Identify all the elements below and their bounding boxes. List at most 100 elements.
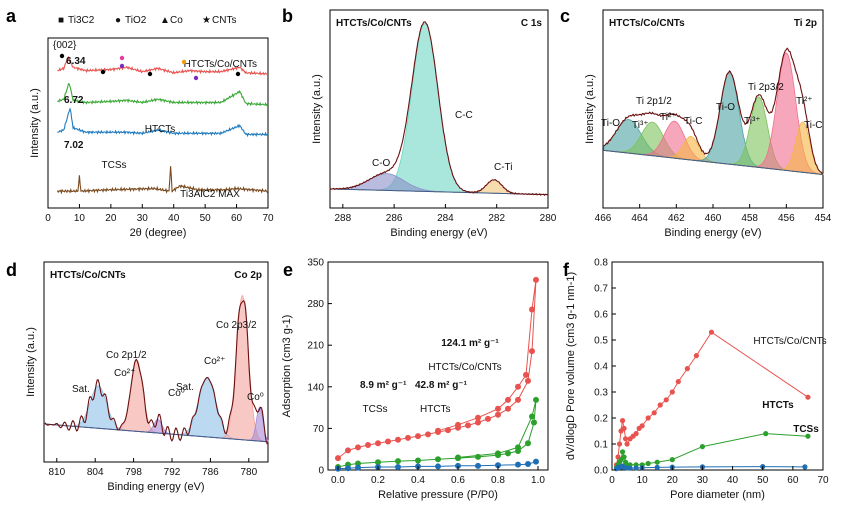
peak-label: Ti²⁺ <box>660 112 677 123</box>
y-tick-label-f: 0.7 <box>594 284 608 295</box>
isotherm-point <box>533 276 539 283</box>
x-tick-label-c: 460 <box>705 213 722 224</box>
peak-label: Ti 2p3/2 <box>748 82 784 93</box>
y-tick-label-f: 0.2 <box>594 414 608 425</box>
plot-frame-f <box>611 261 824 471</box>
pore-point <box>627 465 633 471</box>
isotherm-point <box>415 457 421 464</box>
pore-point <box>693 353 700 359</box>
x-tick-label-c: 466 <box>595 213 612 224</box>
isotherm-point <box>375 440 381 447</box>
isotherm-point <box>415 433 421 440</box>
pore-point <box>654 464 660 470</box>
x-tick-label-a: 60 <box>231 213 243 224</box>
x-axis-label-a: 2θ (degree) <box>130 227 187 239</box>
isotherm-point <box>495 450 501 457</box>
x-tick-label-f: 50 <box>757 475 769 486</box>
panel-letter-d: d <box>6 260 17 280</box>
x-tick-label-e: 0.6 <box>451 475 465 486</box>
baseline-d <box>44 423 269 443</box>
pore-point <box>645 460 651 467</box>
isotherm-point <box>455 454 461 461</box>
pore-point <box>654 459 660 465</box>
legend-marker: ■ <box>58 15 64 26</box>
baseline-b <box>329 188 548 196</box>
peak-label: C-Ti <box>494 162 513 173</box>
annotation: 6.34 <box>66 56 86 67</box>
x-axis-label-f: Pore diameter (nm) <box>670 489 765 501</box>
y-tick-label-f: 0.3 <box>594 388 608 399</box>
y-tick-label-f: 0.0 <box>594 466 608 477</box>
x-tick-label-f: 20 <box>667 475 679 486</box>
series-label: TCSs <box>102 160 127 171</box>
envelope-b <box>329 21 549 197</box>
pore-point <box>699 444 706 450</box>
x-tick-label-b: 284 <box>437 213 454 224</box>
pore-point <box>639 423 645 429</box>
peak-label: Ti 2p1/2 <box>636 96 672 107</box>
x-tick-label-d: 804 <box>87 467 104 478</box>
peak-label: C-C <box>455 110 473 121</box>
isotherm-point <box>345 465 351 472</box>
panel-letter-b: b <box>282 6 293 26</box>
pore-point <box>624 441 630 447</box>
x-tick-label-a: 20 <box>105 213 117 224</box>
panel-title: HTCTs/Co/CNTs <box>336 18 412 29</box>
x-tick-label-c: 462 <box>668 213 685 224</box>
annotation: 7.02 <box>64 140 84 151</box>
y-tick-label-e: 70 <box>313 424 325 435</box>
pore-point <box>621 454 627 460</box>
x-tick-label-b: 282 <box>488 213 505 224</box>
isotherm-point <box>495 462 501 469</box>
peak-label: Ti-O <box>716 102 735 113</box>
panel-letter-c: c <box>560 6 570 26</box>
y-axis-label-d: Intensity (a.u.) <box>25 327 37 397</box>
plot-frame-b <box>329 9 549 209</box>
y-tick-label-e: 0 <box>318 466 324 477</box>
peak-label: Ti²⁺ <box>796 96 813 107</box>
isotherm-point <box>355 460 361 467</box>
isotherm-point <box>505 450 511 457</box>
xrd-series-line <box>57 55 269 76</box>
panel-subtitle: Ti 2p <box>794 18 817 29</box>
x-tick-label-c: 456 <box>778 213 795 224</box>
peak-label: Co²⁺ <box>114 368 135 379</box>
series-label: HTCTs <box>420 404 451 415</box>
y-axis-label-f: dV/dlogD Pore volume (cm3 g-1 nm-1) <box>565 272 577 460</box>
y-axis-label-e: Adsorption (cm3 g-1) <box>281 315 293 418</box>
x-tick-label-a: 40 <box>168 213 180 224</box>
peak-marker <box>119 63 125 69</box>
legend-marker: ▲ <box>160 15 170 26</box>
y-tick-label-e: 140 <box>307 382 324 393</box>
envelope-d <box>44 300 269 445</box>
isotherm-point <box>445 427 451 434</box>
isotherm-point <box>425 431 431 438</box>
x-tick-label-a: 0 <box>45 213 51 224</box>
x-tick-label-d: 786 <box>202 467 219 478</box>
y-axis-label-b: Intensity (a.u.) <box>311 74 323 144</box>
x-tick-label-e: 0.8 <box>491 475 505 486</box>
isotherm-point <box>505 405 511 412</box>
isotherm-point <box>525 461 531 468</box>
series-label: HTCTs <box>145 124 176 135</box>
annotation: {002} <box>53 40 77 51</box>
panel-title: HTCTs/Co/CNTs <box>50 270 126 281</box>
x-tick-label-c: 454 <box>815 213 832 224</box>
series-label: Ti3AlC2 MAX <box>180 189 240 200</box>
x-tick-label-d: 792 <box>164 467 181 478</box>
x-tick-label-e: 0.2 <box>371 475 385 486</box>
panel-title: HTCTs/Co/CNTs <box>609 18 685 29</box>
x-tick-label-e: 1.0 <box>531 475 545 486</box>
x-tick-label-e: 0.0 <box>331 475 345 486</box>
isotherm-point <box>435 427 441 434</box>
pore-point <box>663 397 669 403</box>
x-tick-label-a: 50 <box>200 213 212 224</box>
peak-marker <box>235 71 241 77</box>
series-label: HTCTs/Co/CNTs <box>184 59 257 70</box>
series-label: TCSs <box>363 404 388 415</box>
x-axis-label-d: Binding energy (eV) <box>107 481 204 493</box>
peak-label: Co 2p3/2 <box>216 320 257 331</box>
legend-label: CNTs <box>212 15 236 26</box>
isotherm-point <box>529 413 535 420</box>
